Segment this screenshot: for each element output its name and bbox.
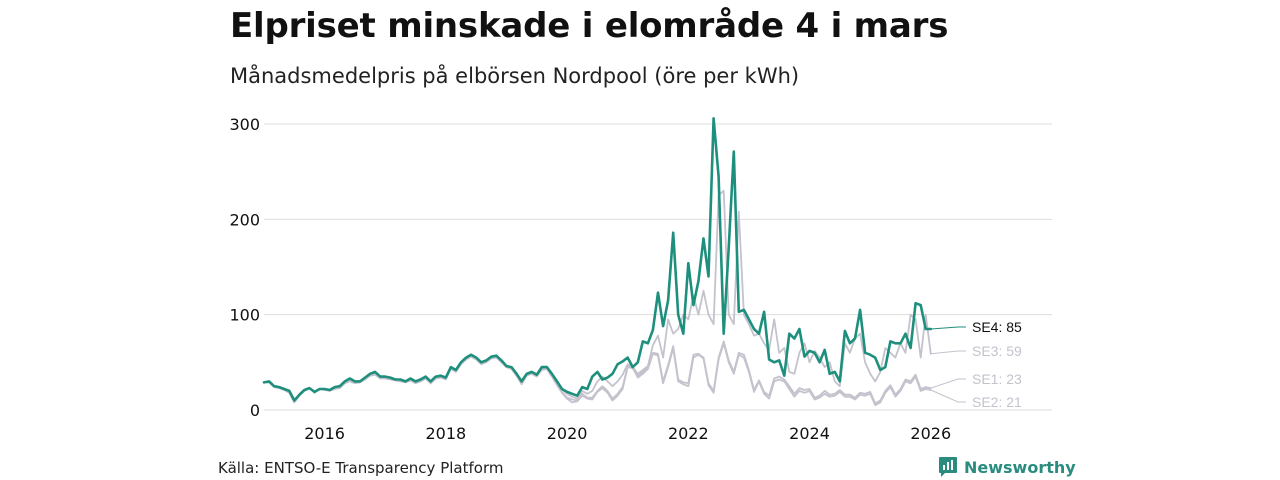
source-note: Källa: ENTSO-E Transparency Platform — [218, 459, 504, 477]
series-lines — [262, 117, 933, 407]
leader-line-se2 — [930, 389, 966, 403]
series-line-se3 — [263, 189, 932, 402]
newsworthy-logo-icon — [939, 457, 957, 477]
leader-line-se3 — [930, 350, 966, 355]
x-tick-label-2026: 2026 — [910, 424, 951, 443]
leader-line-se4 — [930, 326, 966, 330]
series-line-se1 — [263, 340, 932, 405]
chart-subtitle: Månadsmedelpris på elbörsen Nordpool (ör… — [230, 64, 800, 88]
x-tick-label-2024: 2024 — [789, 424, 830, 443]
y-tick-label-0: 0 — [250, 401, 260, 420]
x-tick-label-2022: 2022 — [668, 424, 709, 443]
chart-title: Elpriset minskade i elområde 4 i mars — [230, 6, 949, 46]
grid-lines — [264, 123, 1052, 411]
end-label-se2: SE2: 21 — [972, 394, 1022, 410]
x-tick-label-2020: 2020 — [547, 424, 588, 443]
series-end-labels: SE4: 85 SE3: 59 SE1: 23 SE2: 21 — [930, 319, 1022, 410]
y-tick-label-200: 200 — [229, 210, 260, 229]
y-tick-label-300: 300 — [229, 115, 260, 134]
brand-logo: Newsworthy — [938, 456, 1076, 478]
series-line-se4 — [262, 117, 933, 402]
x-tick-label-2018: 2018 — [425, 424, 466, 443]
x-axis-ticks: 2016 2018 2020 2022 2024 2026 — [304, 424, 951, 443]
end-label-se1: SE1: 23 — [972, 371, 1022, 387]
y-tick-label-100: 100 — [229, 306, 260, 325]
y-axis-ticks: 0 100 200 300 — [229, 115, 260, 420]
x-tick-label-2016: 2016 — [304, 424, 345, 443]
end-label-se3: SE3: 59 — [972, 343, 1022, 359]
end-label-se4: SE4: 85 — [972, 319, 1022, 335]
leader-line-se1 — [930, 378, 966, 389]
brand-name: Newsworthy — [964, 457, 1076, 477]
